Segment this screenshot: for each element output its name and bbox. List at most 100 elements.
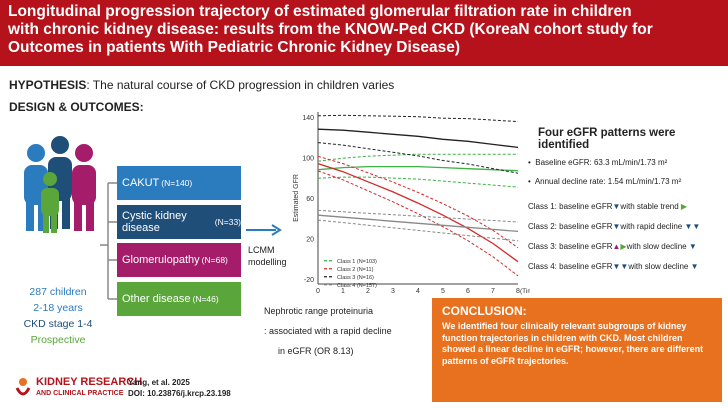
- confidence-band: [317, 155, 519, 249]
- series-line: [317, 214, 519, 233]
- class-1-row: Class 1: baseline eGFR▼with stable trend…: [528, 202, 687, 211]
- conclusion-body: We identified four clinically relevant s…: [442, 321, 704, 366]
- ref-authors: Yang, et al. 2025: [128, 378, 190, 387]
- legend-label: Class 3 (N=16): [337, 275, 374, 281]
- category-glomerulopathy: Glomerulopathy (N=68): [117, 243, 241, 277]
- kidney-logo-icon: [15, 378, 31, 396]
- people-icon: [24, 136, 96, 233]
- legend-label: Class 1 (N=103): [337, 259, 377, 265]
- double-down-icon: ▼▼: [612, 262, 629, 271]
- class-2-row: Class 2: baseline eGFR▼with rapid declin…: [528, 222, 700, 231]
- class-baseline: baseline eGFR: [559, 222, 613, 231]
- confidence-band: [317, 209, 519, 223]
- confidence-band: [317, 219, 519, 242]
- nephrotic-line3: in eGFR (OR 8.13): [278, 346, 354, 356]
- x-tick-label: 3: [391, 288, 395, 295]
- arrow-icon: [246, 224, 282, 236]
- category-count: (N=68): [201, 255, 228, 265]
- category-cakut: CAKUT (N=140): [117, 166, 241, 200]
- class-label: Class 2:: [528, 222, 557, 231]
- x-tick-label: 7: [491, 288, 495, 295]
- class-4-row: Class 4: baseline eGFR▼▼with slow declin…: [528, 262, 699, 271]
- class-label: Class 1:: [528, 202, 557, 211]
- x-tick-label: 1: [341, 288, 345, 295]
- confidence-band: [317, 176, 519, 188]
- x-tick-label: 6: [466, 288, 470, 295]
- down-arrow-icon: ▼: [612, 202, 621, 211]
- population-stage: CKD stage 1-4: [23, 318, 93, 330]
- findings-title: Four eGFR patterns were identified: [538, 127, 676, 151]
- title-line-3: Outcomes in patients With Pediatric Chro…: [8, 39, 461, 56]
- logo-line2: AND CLINICAL PRACTICE: [36, 390, 124, 397]
- category-other: Other disease (N=46): [117, 282, 241, 316]
- series-line: [317, 162, 519, 263]
- title-line-1: Longitudinal progression trajectory of e…: [8, 3, 632, 20]
- x-tick-label: 2: [366, 288, 370, 295]
- egfr-chart: 140 100 60 20 -200 1 2 3 4 5 6 7 8(Time) Estimated GF…: [293, 112, 530, 295]
- reference: Yang, et al. 2025 DOI: 10.23876/j.krcp.2…: [128, 377, 231, 399]
- modelling-line1: LCMM: [248, 245, 275, 255]
- category-name: Glomerulopathy: [122, 254, 200, 266]
- y-axis-label: Estimated GFR: [293, 174, 300, 222]
- class-3-row: Class 3: baseline eGFR▲▶with slow declin…: [528, 242, 697, 251]
- x-tick-label: 5: [441, 288, 445, 295]
- findings-baseline: • Baseline eGFR: 63.3 mL/min/1.73 m²: [528, 158, 668, 167]
- confidence-band: [317, 142, 519, 174]
- class-trend: with slow decline: [628, 262, 689, 271]
- y-tick-label: 20: [306, 236, 314, 243]
- class-trend: with slow decline: [626, 242, 687, 251]
- series-line: [317, 128, 519, 149]
- conclusion-box: CONCLUSION: We identified four clinicall…: [432, 298, 722, 402]
- y-tick-label: 60: [306, 196, 314, 203]
- bracket: [100, 182, 118, 300]
- class-baseline: baseline eGFR: [559, 202, 613, 211]
- class-trend: with rapid decline: [620, 222, 683, 231]
- class-baseline: baseline eGFR: [559, 262, 613, 271]
- up-arrow-icon: ▲: [612, 242, 621, 251]
- category-name: Cystic kidney disease: [122, 210, 187, 234]
- class-trend: with stable trend: [620, 202, 679, 211]
- class-baseline: baseline eGFR: [559, 242, 613, 251]
- down-arrow-icon: ▼: [612, 222, 621, 231]
- confidence-band: [317, 153, 519, 162]
- down-arrow-icon: ▼: [690, 262, 699, 271]
- population-type: Prospective: [30, 334, 86, 346]
- double-down-icon: ▼▼: [684, 222, 701, 231]
- category-count: (N=140): [161, 178, 193, 188]
- confidence-band: [317, 170, 519, 277]
- category-count: (N=46): [192, 294, 219, 304]
- right-arrow-icon: ▶: [620, 242, 627, 251]
- design-label: DESIGN & OUTCOMES:: [9, 100, 144, 114]
- population-n: 287 children: [29, 286, 87, 298]
- y-tick-label: 140: [302, 115, 314, 122]
- x-axis-label: (Time): [520, 288, 530, 295]
- right-arrow-icon: ▶: [680, 202, 688, 211]
- logo-line1: KIDNEY RESEARCH: [36, 376, 143, 388]
- category-cystic: Cystic kidney disease (N=33): [117, 205, 241, 239]
- decline-text: Annual decline rate: 1.54 mL/min/1.73 m²: [534, 177, 682, 186]
- findings-decline: • Annual decline rate: 1.54 mL/min/1.73 …: [528, 177, 682, 186]
- series-line: [317, 165, 519, 172]
- category-name: Other disease: [122, 293, 191, 305]
- conclusion-title: CONCLUSION:: [442, 304, 527, 318]
- population-age: 2-18 years: [33, 302, 83, 314]
- ref-doi: DOI: 10.23876/j.krcp.23.198: [128, 389, 231, 398]
- hypothesis: HYPOTHESIS: The natural course of CKD pr…: [9, 78, 394, 92]
- category-name: CAKUT: [122, 177, 160, 189]
- legend-label: Class 4 (N=157): [337, 283, 377, 289]
- y-tick-label: -20: [304, 277, 314, 284]
- hypothesis-label: HYPOTHESIS: [9, 78, 87, 92]
- hypothesis-text: : The natural course of CKD progression …: [86, 78, 395, 92]
- legend-label: Class 2 (N=11): [337, 267, 374, 273]
- class-label: Class 4:: [528, 262, 557, 271]
- down-arrow-icon: ▼: [688, 242, 697, 251]
- y-tick-label: 100: [302, 156, 314, 163]
- nephrotic-line2: : associated with a rapid decline: [264, 326, 392, 336]
- class-label: Class 3:: [528, 242, 557, 251]
- category-count: (N=33): [214, 217, 241, 227]
- nephrotic-line1: Nephrotic range proteinuria: [264, 306, 374, 316]
- x-tick-label: 0: [316, 288, 320, 295]
- x-tick-label: 4: [416, 288, 420, 295]
- modelling-line2: modelling: [248, 257, 287, 267]
- title-banner: Longitudinal progression trajectory of e…: [0, 0, 728, 66]
